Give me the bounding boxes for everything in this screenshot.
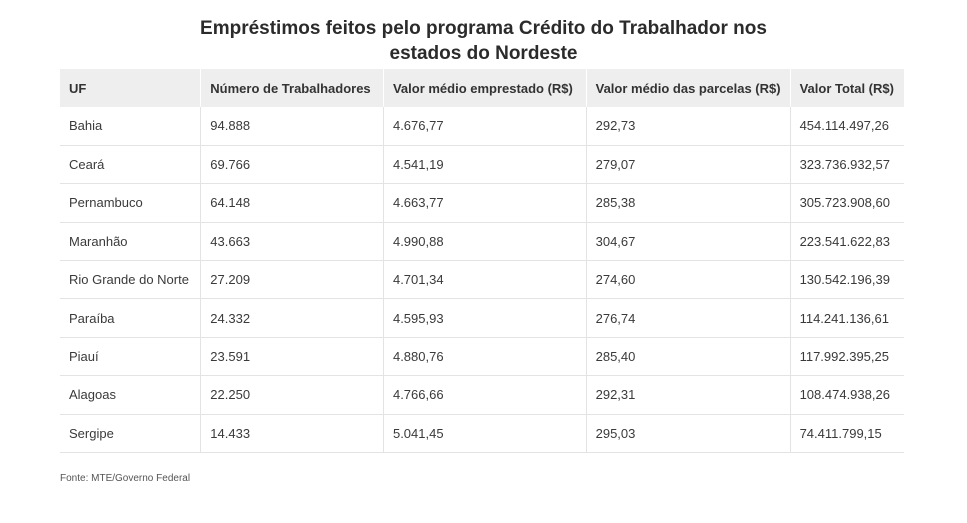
table-cell: 69.766: [200, 145, 384, 184]
table-cell: 22.250: [200, 375, 384, 415]
table-cell: 274,60: [586, 260, 791, 299]
table-cell: Rio Grande do Norte: [60, 260, 202, 299]
table-cell: 292,73: [586, 107, 791, 146]
table-cell: 108.474.938,26: [799, 387, 890, 403]
table-cell: 27.209: [200, 260, 384, 299]
table-cell: 285,38: [586, 183, 791, 223]
table-body: Bahia 94.888 4.676,77 292,73 454.114.497,26 C…: [60, 107, 904, 453]
table-cell: 4.676,77: [383, 107, 587, 146]
table-cell: 295,03: [586, 414, 791, 453]
table-cell: 285,40: [586, 337, 791, 376]
table-cell: 279,07: [586, 145, 791, 184]
column-header: Valor médio emprestado (R$): [383, 69, 587, 107]
table-row: Paraíba 24.332 4.595,93 276,74 114.241.136,6…: [60, 298, 904, 338]
table-cell: 43.663: [200, 222, 384, 261]
table-cell: 130.542.196,39: [799, 272, 890, 288]
table-row: Maranhão 43.663 4.990,88 304,67 223.541.622,…: [60, 222, 904, 261]
table-cell: 276,74: [586, 298, 791, 338]
table-cell: 117.992.395,25: [799, 349, 889, 365]
table-cell: 5.041,45: [383, 414, 587, 453]
table-cell: 4.595,93: [383, 298, 587, 338]
table-cell: 304,67: [586, 222, 791, 261]
table-cell: 4.663,77: [383, 183, 587, 223]
table-cell: 4.880,76: [383, 337, 587, 376]
table-cell: 114.241.136,61: [799, 310, 889, 326]
table-cell: 4.701,34: [383, 260, 587, 299]
source-note: Fonte: MTE/Governo Federal: [60, 473, 191, 484]
table-cell: Pernambuco: [60, 183, 202, 223]
table-cell: Sergipe: [60, 414, 202, 453]
table-cell: 74.411.799,15: [799, 425, 882, 441]
chart-title: Empréstimos feitos pelo programa Crédito…: [0, 16, 967, 66]
table-cell: Piauí: [60, 337, 202, 376]
table-cell: 24.332: [200, 298, 384, 338]
table-row: Pernambuco 64.148 4.663,77 285,38 305.723.90…: [60, 183, 904, 223]
column-header: Número de Trabalhadores: [200, 69, 384, 107]
table-cell: 454.114.497,26: [799, 118, 889, 134]
column-header: UF: [60, 69, 202, 107]
table-cell: 23.591: [200, 337, 384, 376]
table-cell: 94.888: [200, 107, 384, 146]
table-cell: Maranhão: [60, 222, 202, 261]
table-row: Sergipe 14.433 5.041,45 295,03 74.411.799,15: [60, 414, 904, 453]
header-row: UF Número de Trabalhadores Valor médio emp…: [60, 69, 904, 107]
table-cell: Alagoas: [60, 375, 202, 415]
table-cell: 223.541.622,83: [799, 233, 890, 249]
table-cell: 4.541,19: [383, 145, 587, 184]
table-cell: Ceará: [60, 145, 202, 184]
table-cell: 323.736.932,57: [799, 157, 890, 173]
table-cell: 292,31: [586, 375, 791, 415]
table-cell: Bahia: [60, 107, 202, 146]
table-cell: 4.766,66: [383, 375, 587, 415]
table-cell: 4.990,88: [383, 222, 587, 261]
chart-title-line-1: Empréstimos feitos pelo programa Crédito…: [200, 18, 767, 39]
table-cell: 14.433: [200, 414, 384, 453]
table-row: Bahia 94.888 4.676,77 292,73 454.114.497,26: [60, 107, 904, 146]
table-cell: 64.148: [200, 183, 384, 223]
table-row: Piauí 23.591 4.880,76 285,40 117.992.395,25: [60, 337, 904, 376]
chart-title-line-2: estados do Nordeste: [389, 43, 578, 64]
column-header: Valor Total (R$): [799, 80, 894, 96]
table-cell: Paraíba: [60, 298, 202, 338]
table-row: Rio Grande do Norte 27.209 4.701,34 274,60 1…: [60, 260, 904, 299]
table-header: UF Número de Trabalhadores Valor médio emp…: [60, 69, 904, 107]
table-cell: 305.723.908,60: [799, 195, 890, 211]
table-row: Ceará 69.766 4.541,19 279,07 323.736.932,57: [60, 145, 904, 184]
table-row: Alagoas 22.250 4.766,66 292,31 108.474.938,2…: [60, 375, 904, 415]
data-table: UF Número de Trabalhadores Valor médio emp…: [60, 69, 904, 453]
column-header: Valor médio das parcelas (R$): [586, 69, 791, 107]
